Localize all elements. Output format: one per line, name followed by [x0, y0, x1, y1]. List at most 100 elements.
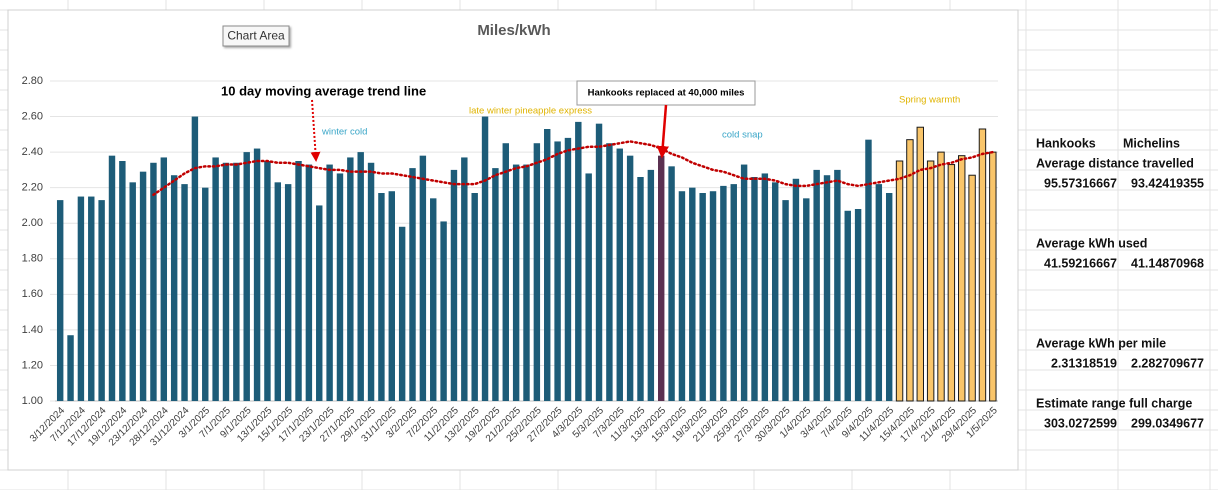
bar: [585, 173, 592, 401]
bar: [56, 200, 64, 401]
bar: [305, 164, 313, 401]
bar: [264, 161, 271, 401]
bar: [926, 160, 935, 402]
bar: [916, 126, 924, 402]
summary-value: 41.14870968: [1131, 256, 1204, 270]
y-tick-label: 2.60: [22, 110, 43, 122]
bar: [792, 178, 800, 401]
bar: [398, 226, 406, 401]
bar: [803, 198, 810, 401]
bar: [823, 175, 831, 401]
annotation-box: [576, 80, 756, 106]
bar: [119, 161, 126, 401]
bar: [740, 164, 748, 401]
bar: [771, 182, 779, 401]
bar: [637, 177, 644, 401]
plot: 1.00 1.20 1.40 1.60 1.80 2.00 2.20 2.40 2.60 2.80…: [22, 75, 1001, 448]
summary-cells: Hankooks Michelins Average distance travel…: [1036, 136, 1204, 430]
bar: [253, 148, 261, 401]
bar: [295, 161, 302, 401]
y-tick-label: 1.60: [22, 288, 43, 300]
summary-value: 2.31318519: [1051, 356, 1117, 370]
bar: [678, 191, 686, 401]
summary-value: 41.59216667: [1044, 256, 1117, 270]
bar: [150, 162, 157, 401]
bar: [139, 171, 147, 401]
y-tick-label: 1.00: [22, 395, 43, 407]
trend-line: [152, 140, 995, 197]
summary-label: Estimate range full charge: [1036, 396, 1192, 410]
bar: [554, 141, 561, 401]
summary-header: Michelins: [1123, 136, 1180, 150]
summary-value: 2.282709677: [1131, 356, 1204, 370]
bar: [865, 139, 872, 401]
bar: [616, 148, 623, 401]
bar: [336, 173, 344, 401]
bar: [367, 162, 375, 401]
bar: [658, 155, 665, 401]
bar: [409, 168, 416, 401]
bar: [88, 196, 95, 401]
bar: [284, 184, 292, 401]
bar: [564, 137, 572, 401]
bar: [222, 162, 230, 401]
bar: [357, 152, 364, 401]
bar: [378, 193, 385, 401]
bar: [968, 174, 976, 402]
summary-value: 299.0349677: [1131, 416, 1204, 430]
bar: [595, 123, 603, 402]
bar: [906, 139, 914, 402]
bar: [834, 169, 841, 401]
y-tick-label: 1.20: [22, 359, 43, 371]
annotation: 10 day moving average trend line: [221, 83, 426, 98]
bar: [492, 168, 499, 401]
annotation-arrow: [656, 104, 670, 159]
tooltip-box: [222, 25, 290, 47]
y-tick-label: 1.40: [22, 324, 43, 336]
y-tick-label: 2.80: [22, 75, 43, 87]
bar: [730, 184, 737, 401]
bar: [191, 116, 199, 402]
bar: [523, 164, 530, 401]
bar: [430, 198, 437, 401]
bar: [202, 187, 209, 401]
bar: [450, 169, 458, 401]
bar: [668, 166, 675, 401]
summary-label: Average kWh used: [1036, 236, 1147, 250]
bar: [67, 335, 74, 401]
bar: [170, 175, 178, 401]
bar: [212, 157, 219, 401]
bar: [626, 155, 634, 401]
bar: [689, 187, 696, 401]
summary-value: 303.0272599: [1044, 416, 1117, 430]
bar: [875, 184, 883, 401]
annotation: late winter pineapple express: [469, 106, 592, 117]
bar: [461, 157, 468, 401]
bar: [720, 185, 727, 401]
bar: [885, 193, 893, 401]
annotation: Spring warmth: [899, 95, 960, 106]
bar: [699, 193, 706, 401]
y-tick-label: 2.20: [22, 182, 43, 194]
annotation: winter cold: [321, 127, 367, 138]
y-tick-label: 2.40: [22, 146, 43, 158]
tooltip: Chart Area: [222, 25, 290, 47]
annotation: cold snap: [722, 130, 763, 141]
annotation: Hankooks replaced at 40,000 miles: [588, 88, 745, 99]
bar: [761, 173, 769, 401]
bar: [502, 143, 509, 401]
bar: [129, 182, 136, 401]
bar: [844, 210, 851, 401]
bar: [709, 191, 717, 401]
bar: [533, 143, 541, 401]
bar: [388, 191, 395, 401]
bar: [440, 221, 447, 401]
bar: [243, 152, 250, 401]
bar: [544, 129, 551, 401]
bar: [233, 162, 240, 401]
bar: [108, 155, 116, 401]
bar: [606, 143, 613, 401]
bar: [181, 184, 188, 401]
